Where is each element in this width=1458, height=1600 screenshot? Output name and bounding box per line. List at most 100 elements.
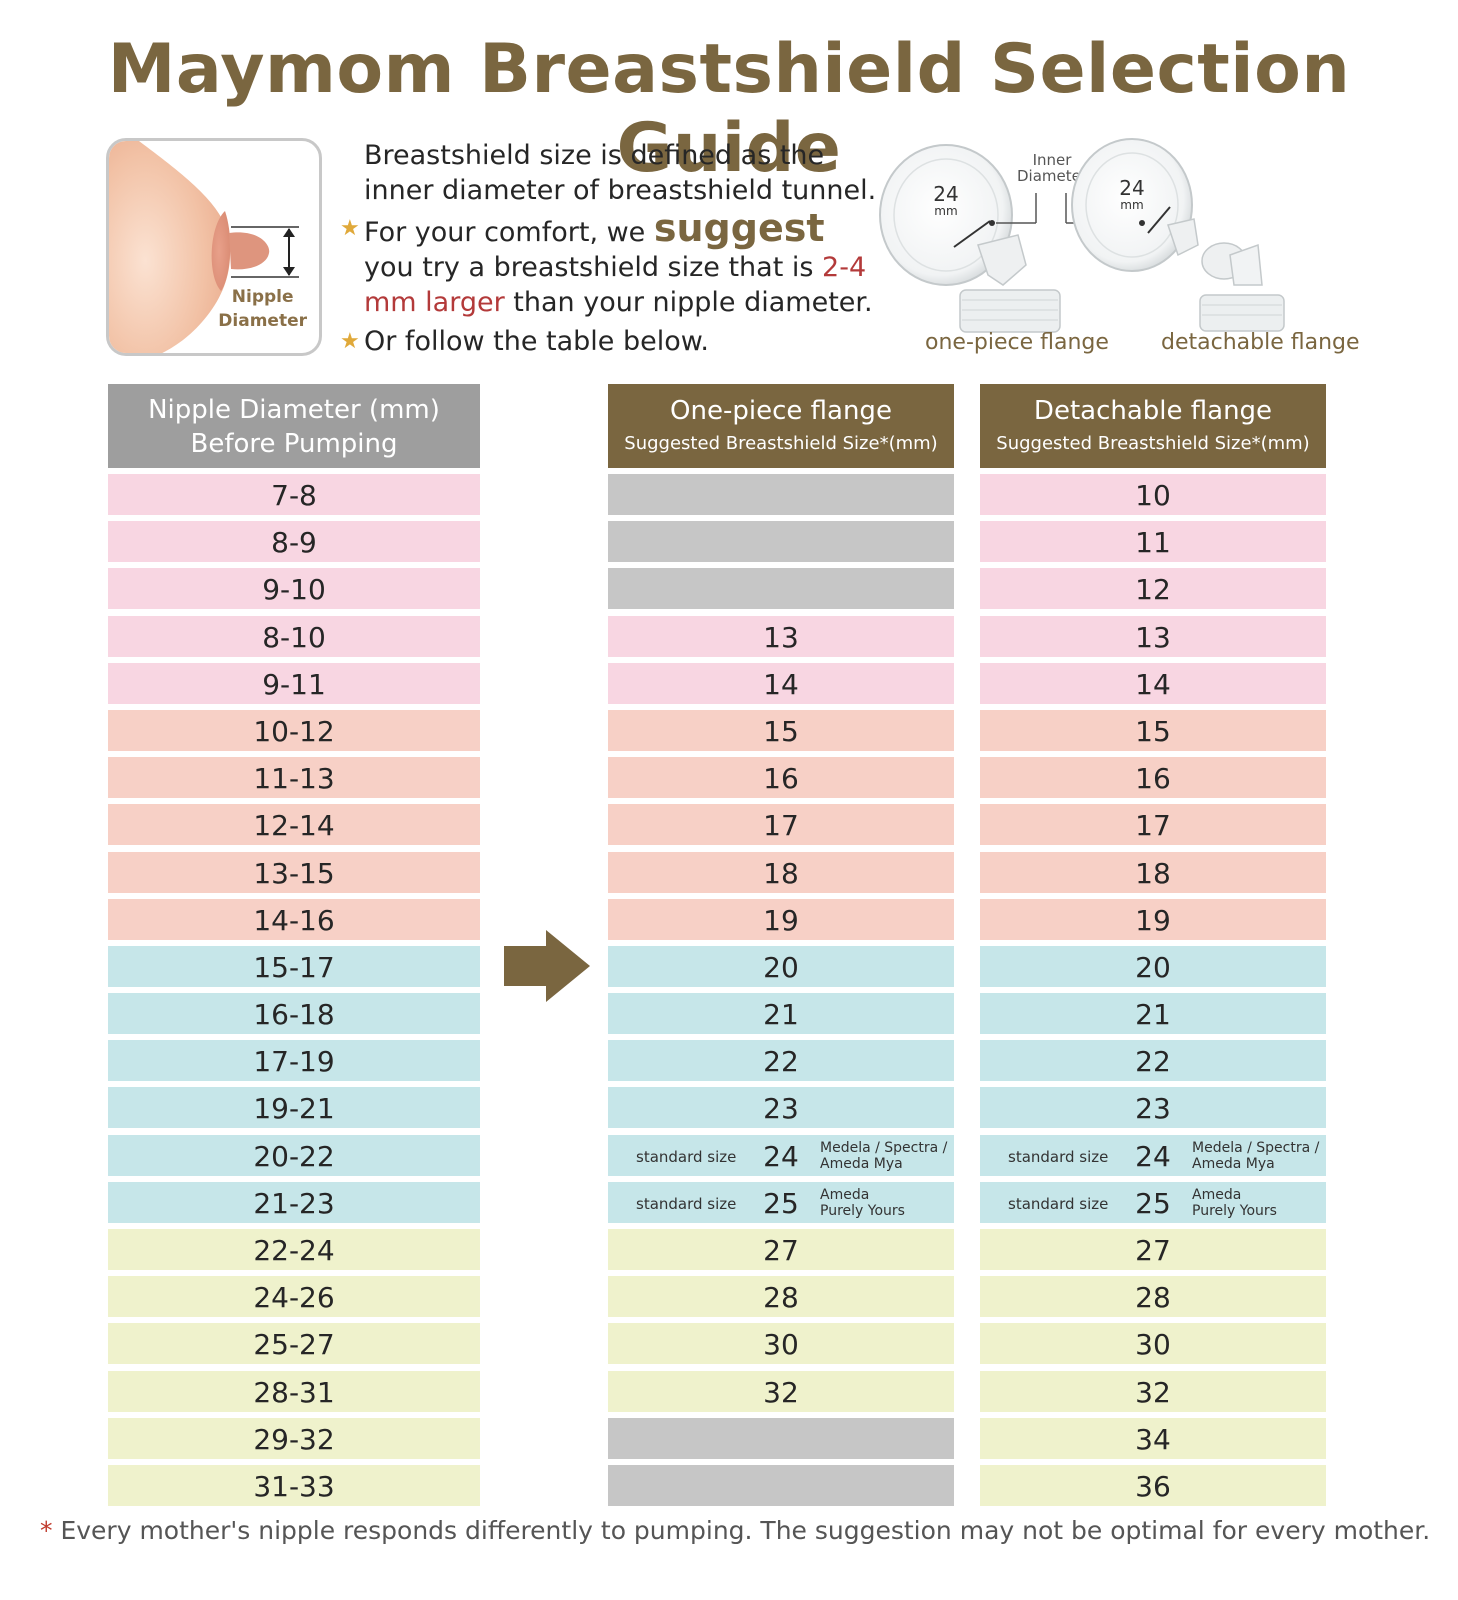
size-value: 23	[1135, 1092, 1171, 1126]
table-row-detachable: 22	[980, 1040, 1326, 1082]
svg-text:24: 24	[933, 182, 958, 206]
size-value: 21	[763, 998, 799, 1032]
standard-size-label: standard size	[1008, 1194, 1109, 1213]
size-value: 19	[763, 903, 799, 937]
table-row-nipple: 16-18	[108, 993, 480, 1035]
table-row-nipple: 17-19	[108, 1040, 480, 1082]
breast-drawing	[109, 141, 299, 353]
brand-line: Medela / Spectra /	[820, 1139, 948, 1156]
table-row-detachable: 18	[980, 851, 1326, 893]
compatible-brands: Medela / Spectra / Ameda Mya	[820, 1140, 947, 1172]
detachable-column: Detachable flange Suggested Breastshield…	[980, 384, 1326, 1512]
intro-text: Breastshield size is defined as the inne…	[340, 138, 880, 359]
size-value: 32	[1135, 1375, 1171, 1409]
size-value: 18	[763, 856, 799, 890]
size-value: 17	[1135, 809, 1171, 843]
table-row-one-piece: 22	[608, 1040, 954, 1082]
intro-bullet-suggest: ★ For your comfort, we suggest you try a …	[340, 206, 873, 318]
size-value: 36	[1135, 1469, 1171, 1503]
size-value: 10	[1135, 479, 1171, 512]
table-row-detachable: 14	[980, 662, 1326, 704]
size-value: 16	[1135, 762, 1171, 796]
table-row-detachable: 19	[980, 898, 1326, 940]
size-value: 28	[763, 1281, 799, 1315]
page-title: Maymom Breastshield Selection Guide	[107, 30, 1351, 188]
table-row-nipple: 31-33	[108, 1464, 480, 1506]
one-piece-column: One-piece flange Suggested Breastshield …	[608, 384, 954, 1512]
table-row-one-piece: 27	[608, 1229, 954, 1270]
table-row-one-piece: 15	[608, 709, 954, 751]
size-value: 15	[763, 714, 799, 748]
table-row-nipple: 12-14	[108, 804, 480, 846]
footnote: * Every mother's nipple responds differe…	[40, 1516, 1431, 1545]
size-value: 30	[1135, 1328, 1171, 1362]
size-value: 28	[1135, 1281, 1171, 1315]
standard-size-label: standard size	[636, 1147, 737, 1166]
brand-line: Ameda	[1192, 1186, 1242, 1203]
brand-line: Ameda Mya	[820, 1155, 903, 1172]
size-value: 19	[1135, 903, 1171, 937]
table-row-nipple: 25-27	[108, 1323, 480, 1365]
table-row-detachable: 28	[980, 1276, 1326, 1318]
size-value: 25	[763, 1186, 799, 1220]
size-value: 21	[1135, 998, 1171, 1032]
table-row-nipple: 24-26	[108, 1276, 480, 1318]
intro-definition: Breastshield size is defined as the inne…	[364, 140, 877, 206]
table-row-nipple: 8-9	[108, 521, 480, 563]
table-row-nipple: 15-17	[108, 945, 480, 987]
size-value: 32	[763, 1375, 799, 1409]
one-piece-flange-drawing: 24 mm	[879, 144, 1061, 333]
table-row-one-piece	[608, 1417, 954, 1459]
table-row-one-piece: 18	[608, 851, 954, 893]
size-value: 18	[1135, 856, 1171, 890]
table-row-detachable: 21	[980, 993, 1326, 1035]
table-row-detachable: 36	[980, 1464, 1326, 1506]
size-value: 15	[1135, 714, 1171, 748]
size-value: 25	[1135, 1186, 1171, 1220]
brand-line: Ameda	[820, 1186, 870, 1203]
size-value: 16	[763, 762, 799, 796]
table-row-one-piece	[608, 1464, 954, 1506]
size-value: 14	[763, 667, 799, 701]
table-row-nipple: 22-24	[108, 1229, 480, 1270]
size-value: 22	[1135, 1045, 1171, 1079]
size-value: 27	[1135, 1234, 1171, 1267]
brand-line: Ameda Mya	[1192, 1155, 1275, 1172]
svg-text:24: 24	[1119, 176, 1144, 200]
brand-line: Medela / Spectra /	[1192, 1139, 1320, 1156]
table-row-one-piece: 19	[608, 898, 954, 940]
table-row-one-piece: 32	[608, 1370, 954, 1412]
table-row-one-piece	[608, 521, 954, 563]
table-row-one-piece: 17	[608, 804, 954, 846]
table-row-detachable: 23	[980, 1087, 1326, 1129]
table-row-nipple: 14-16	[108, 898, 480, 940]
table-row-nipple: 8-10	[108, 615, 480, 657]
one-piece-header: One-piece flange Suggested Breastshield …	[608, 384, 954, 468]
table-row-nipple: 19-21	[108, 1087, 480, 1129]
standard-size-label: standard size	[1008, 1147, 1109, 1166]
table-row-one-piece	[608, 568, 954, 610]
table-row-nipple: 20-22	[108, 1134, 480, 1176]
brand-line: Purely Yours	[820, 1202, 905, 1219]
size-value: 14	[1135, 667, 1171, 701]
table-row-detachable: 24 standard size Medela / Spectra / Ameda M…	[980, 1134, 1326, 1176]
table-row-detachable: 20	[980, 945, 1326, 987]
table-row-detachable: 10	[980, 474, 1326, 515]
one-piece-flange-caption: one-piece flange	[925, 330, 1109, 355]
compatible-brands: Ameda Purely Yours	[1192, 1187, 1277, 1219]
table-row-one-piece: 25 standard size Ameda Purely Yours	[608, 1181, 954, 1223]
table-row-one-piece: 21	[608, 993, 954, 1035]
table-row-one-piece: 13	[608, 615, 954, 657]
table-row-one-piece: 30	[608, 1323, 954, 1365]
size-value: 27	[763, 1234, 799, 1267]
nipple-diameter-header: Nipple Diameter (mm) Before Pumping	[108, 384, 480, 468]
size-value: 22	[763, 1045, 799, 1079]
table-row-detachable: 27	[980, 1229, 1326, 1270]
nipple-illustration: Nipple Diameter	[106, 138, 322, 356]
size-value: 11	[1135, 526, 1171, 560]
detachable-header: Detachable flange Suggested Breastshield…	[980, 384, 1326, 468]
table-row-detachable: 16	[980, 757, 1326, 799]
table-row-detachable: 13	[980, 615, 1326, 657]
table-row-nipple: 7-8	[108, 474, 480, 515]
table-row-detachable: 32	[980, 1370, 1326, 1412]
